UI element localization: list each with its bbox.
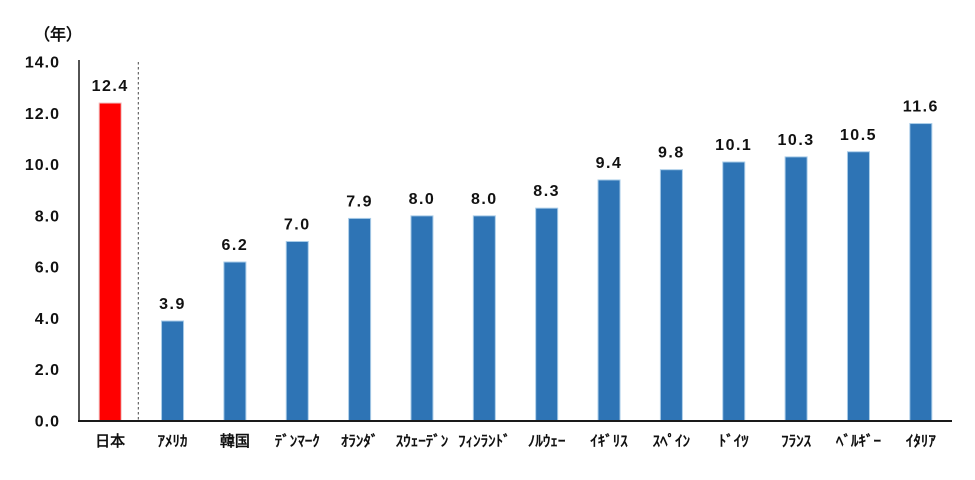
value-label-netherlands: 7.9 xyxy=(346,193,373,210)
category-label-netherlands: ｵﾗﾝﾀﾞ xyxy=(341,432,379,450)
category-label-germany: ﾄﾞｲﾂ xyxy=(719,432,750,450)
category-label-japan: 日本 xyxy=(95,432,125,450)
category-label-denmark: ﾃﾞﾝﾏｰｸ xyxy=(275,432,320,450)
bar-france xyxy=(784,156,808,422)
category-label-italy: ｲﾀﾘｱ xyxy=(906,433,937,450)
y-axis-unit-label: （年） xyxy=(34,25,82,44)
bar-belgium xyxy=(846,151,870,422)
bar-finland xyxy=(472,215,496,422)
bar-netherlands xyxy=(348,217,372,422)
y-axis-tick-label: 10.0 xyxy=(25,157,60,174)
y-axis-tick-label: 8.0 xyxy=(35,208,60,225)
bar-spain xyxy=(659,169,683,422)
y-axis-tick-label: 2.0 xyxy=(35,362,60,379)
bar-uk xyxy=(597,179,621,422)
value-label-belgium: 10.5 xyxy=(840,127,877,144)
bar-germany xyxy=(722,161,746,422)
value-label-france: 10.3 xyxy=(778,132,815,149)
value-label-italy: 11.6 xyxy=(903,99,939,116)
y-axis-tick-label: 12.0 xyxy=(25,106,60,123)
bar-japan xyxy=(98,102,122,422)
y-axis-tick-label: 4.0 xyxy=(35,311,60,328)
value-label-sweden: 8.0 xyxy=(409,191,436,208)
value-label-spain: 9.8 xyxy=(658,145,685,162)
category-label-france: ﾌﾗﾝｽ xyxy=(781,433,812,450)
bar-denmark xyxy=(285,241,309,422)
category-label-spain: ｽﾍﾟｲﾝ xyxy=(653,432,691,450)
bar-norway xyxy=(535,207,559,422)
bar-sweden xyxy=(410,215,434,422)
category-label-usa: ｱﾒﾘｶ xyxy=(158,433,188,450)
category-label-uk: ｲｷﾞﾘｽ xyxy=(590,432,628,450)
category-label-sweden: ｽｳｪｰﾃﾞﾝ xyxy=(396,432,449,450)
bar-italy xyxy=(909,123,933,422)
category-label-norway: ﾉﾙｳｪｰ xyxy=(528,433,566,450)
value-label-south-korea: 6.2 xyxy=(222,237,249,254)
bar-usa xyxy=(161,320,185,422)
value-label-usa: 3.9 xyxy=(159,296,186,313)
value-label-japan: 12.4 xyxy=(92,78,129,95)
value-label-uk: 9.4 xyxy=(596,155,623,172)
category-label-belgium: ﾍﾞﾙｷﾞｰ xyxy=(835,432,882,450)
value-label-denmark: 7.0 xyxy=(284,217,311,234)
value-label-germany: 10.1 xyxy=(715,137,752,154)
bar-south-korea xyxy=(223,261,247,422)
value-label-norway: 8.3 xyxy=(533,183,560,200)
y-axis-tick-label: 14.0 xyxy=(25,55,60,72)
y-axis-tick-label: 6.0 xyxy=(35,260,60,277)
y-axis-tick-label: 0.0 xyxy=(35,414,60,431)
value-label-finland: 8.0 xyxy=(471,191,498,208)
category-label-south-korea: 韓国 xyxy=(220,432,250,450)
category-label-finland: ﾌｨﾝﾗﾝﾄﾞ xyxy=(458,432,511,450)
